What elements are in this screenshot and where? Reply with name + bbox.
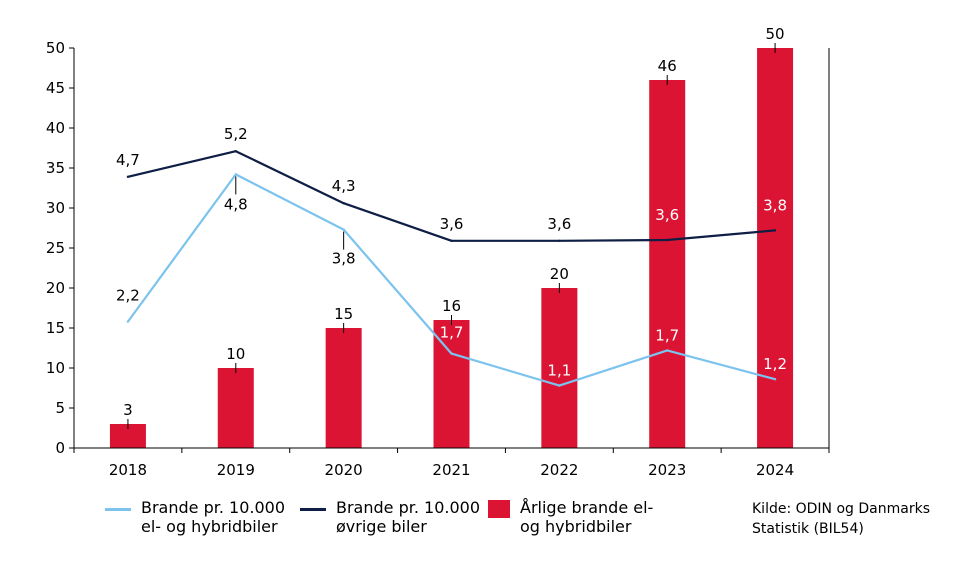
y-tick-label-5: 5 xyxy=(55,399,65,417)
legend-swatch-ev-rate xyxy=(105,508,131,511)
point-other-rate-2022 xyxy=(558,239,561,242)
source-line2: Statistik (BIL54) xyxy=(752,521,864,537)
point-ev-rate-2023 xyxy=(666,349,669,352)
y-tick-label-0: 0 xyxy=(55,439,65,457)
bar-label-2023: 46 xyxy=(658,57,677,75)
point-other-rate-2023 xyxy=(666,238,669,242)
bar-2020 xyxy=(325,328,362,448)
legend-label-annual-fires-line2: og hybridbiler xyxy=(520,517,632,536)
source-line1: Kilde: ODIN og Danmarks xyxy=(752,501,930,517)
chart: 3 10 15 16 20 46 50 0 5 10 15 20 25 30 35 40 45 50 2018 201… xyxy=(46,25,830,479)
point-label-ev-rate-2021: 1,7 xyxy=(440,324,464,342)
point-ev-rate-2019 xyxy=(234,173,237,176)
point-label-ev-rate-2020: 3,8 xyxy=(332,250,356,268)
point-label-other-rate-2022: 3,6 xyxy=(547,215,571,233)
bar-2022 xyxy=(541,288,578,448)
x-tick-label-2024: 2024 xyxy=(756,461,794,479)
point-ev-rate-2021 xyxy=(450,352,453,355)
point-ev-rate-2024 xyxy=(773,378,777,381)
y-tick-label-45: 45 xyxy=(46,79,65,97)
bar-label-2024: 50 xyxy=(766,25,785,43)
point-label-other-rate-2021: 3,6 xyxy=(440,215,464,233)
legend-label-ev-rate-line2: el- og hybridbiler xyxy=(141,517,278,536)
y-tick-label-20: 20 xyxy=(46,279,65,297)
bar-2023 xyxy=(649,80,686,448)
legend-swatch-annual-fires xyxy=(488,500,510,518)
point-label-other-rate-2024: 3,8 xyxy=(763,196,787,214)
y-tick-label-15: 15 xyxy=(46,319,65,337)
legend-label-other-rate-line1: Brande pr. 10.000 xyxy=(336,498,481,517)
point-label-other-rate-2023: 3,6 xyxy=(655,206,679,224)
legend-label-ev-rate: Brande pr. 10.000 el- og hybridbiler xyxy=(141,498,285,536)
point-label-ev-rate-2024: 1,2 xyxy=(763,355,787,373)
source-note: Kilde: ODIN og Danmarks Statistik (BIL54… xyxy=(752,499,967,539)
legend-item-other-rate: Brande pr. 10.000 øvrige biler xyxy=(300,498,480,536)
x-tick-label-2022: 2022 xyxy=(540,461,578,479)
bar-2024 xyxy=(757,48,794,448)
point-ev-rate-2020 xyxy=(342,228,345,231)
y-tick-label-25: 25 xyxy=(46,239,65,257)
x-tick-label-2020: 2020 xyxy=(325,461,363,479)
point-label-ev-rate-2023: 1,7 xyxy=(655,326,679,344)
point-label-ev-rate-2019: 4,8 xyxy=(224,195,248,213)
point-ev-rate-2022 xyxy=(558,384,561,387)
point-other-rate-2021 xyxy=(450,239,453,242)
bar-label-2020: 15 xyxy=(334,305,353,323)
x-tick-label-2021: 2021 xyxy=(432,461,470,479)
legend-label-ev-rate-line1: Brande pr. 10.000 xyxy=(141,498,286,517)
legend-label-other-rate: Brande pr. 10.000 øvrige biler xyxy=(336,498,480,536)
point-ev-rate-2018 xyxy=(126,320,130,323)
point-label-other-rate-2018: 4,7 xyxy=(116,151,140,169)
x-tick-label-2023: 2023 xyxy=(648,461,686,479)
legend-label-other-rate-line2: øvrige biler xyxy=(336,517,427,536)
point-other-rate-2019 xyxy=(234,150,237,153)
legend-swatch-other-rate xyxy=(300,508,326,511)
legend-label-annual-fires-line1: Årlige brande el- xyxy=(520,498,654,517)
point-label-ev-rate-2018: 2,2 xyxy=(116,287,140,305)
x-tick-label-2019: 2019 xyxy=(217,461,255,479)
y-tick-label-10: 10 xyxy=(46,359,65,377)
point-label-ev-rate-2022: 1,1 xyxy=(547,362,571,380)
point-other-rate-2018 xyxy=(126,175,130,178)
bar-label-2019: 10 xyxy=(226,345,245,363)
legend-item-annual-fires: Årlige brande el- og hybridbiler xyxy=(488,498,653,536)
legend-label-annual-fires: Årlige brande el- og hybridbiler xyxy=(520,498,653,536)
point-label-other-rate-2019: 5,2 xyxy=(224,125,248,143)
bar-label-2022: 20 xyxy=(550,265,569,283)
point-other-rate-2020 xyxy=(342,202,345,205)
bar-label-2021: 16 xyxy=(442,297,461,315)
y-tick-label-50: 50 xyxy=(46,39,65,57)
y-tick-label-30: 30 xyxy=(46,199,65,217)
x-tick-label-2018: 2018 xyxy=(109,461,147,479)
y-tick-label-40: 40 xyxy=(46,119,65,137)
legend-item-ev-rate: Brande pr. 10.000 el- og hybridbiler xyxy=(105,498,285,536)
bar-label-2018: 3 xyxy=(123,401,133,419)
bar-2019 xyxy=(217,368,254,448)
y-tick-label-35: 35 xyxy=(46,159,65,177)
point-label-other-rate-2020: 4,3 xyxy=(332,177,356,195)
point-other-rate-2024 xyxy=(773,229,777,232)
